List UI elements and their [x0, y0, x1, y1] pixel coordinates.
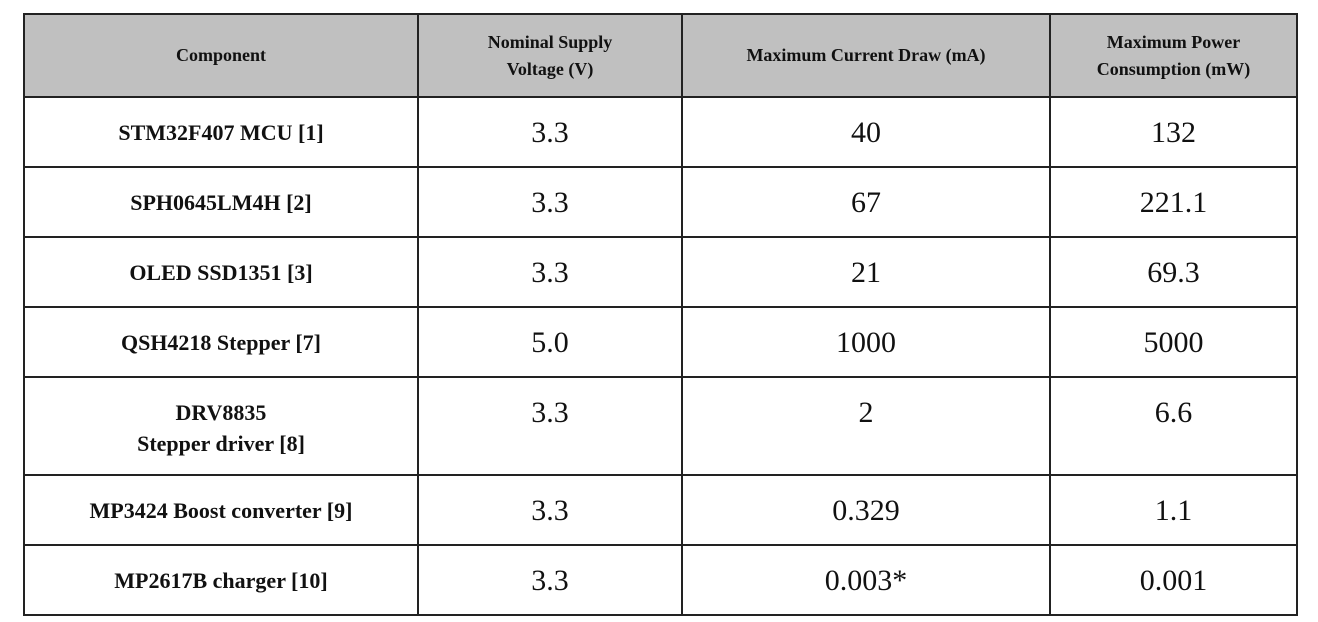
- value-cell: 0.001: [1049, 544, 1298, 616]
- value-cell: 21: [681, 236, 1051, 308]
- header-row: Component Nominal Supply Voltage (V) Maxim…: [23, 13, 1298, 98]
- header-cell: Component: [23, 13, 419, 98]
- component-cell: MP3424 Boost converter [9]: [23, 474, 419, 546]
- value-cell: 69.3: [1049, 236, 1298, 308]
- component-cell: SPH0645LM4H [2]: [23, 166, 419, 238]
- value-cell: 2: [681, 376, 1051, 476]
- value-cell: 5000: [1049, 306, 1298, 378]
- table-body: STM32F407 MCU [1] 3.3 40 132 SPH0645LM4H [2]…: [23, 96, 1298, 616]
- value-cell: 1000: [681, 306, 1051, 378]
- component-cell: QSH4218 Stepper [7]: [23, 306, 419, 378]
- table-row: MP2617B charger [10] 3.3 0.003* 0.001: [23, 544, 1298, 616]
- power-table: Component Nominal Supply Voltage (V) Maxim…: [23, 13, 1298, 616]
- value-cell: 0.329: [681, 474, 1051, 546]
- component-cell: DRV8835 Stepper driver [8]: [23, 376, 419, 476]
- table-row: SPH0645LM4H [2] 3.3 67 221.1: [23, 166, 1298, 238]
- component-cell: STM32F407 MCU [1]: [23, 96, 419, 168]
- component-cell: MP2617B charger [10]: [23, 544, 419, 616]
- value-cell: 5.0: [417, 306, 683, 378]
- table-row: QSH4218 Stepper [7] 5.0 1000 5000: [23, 306, 1298, 378]
- header-cell: Nominal Supply Voltage (V): [417, 13, 683, 98]
- value-cell: 3.3: [417, 166, 683, 238]
- table-row: DRV8835 Stepper driver [8] 3.3 2 6.6: [23, 376, 1298, 476]
- header-cell: Maximum Current Draw (mA): [681, 13, 1051, 98]
- value-cell: 67: [681, 166, 1051, 238]
- value-cell: 3.3: [417, 376, 683, 476]
- table-row: STM32F407 MCU [1] 3.3 40 132: [23, 96, 1298, 168]
- component-cell: OLED SSD1351 [3]: [23, 236, 419, 308]
- value-cell: 1.1: [1049, 474, 1298, 546]
- value-cell: 3.3: [417, 474, 683, 546]
- value-cell: 0.003*: [681, 544, 1051, 616]
- value-cell: 221.1: [1049, 166, 1298, 238]
- value-cell: 6.6: [1049, 376, 1298, 476]
- value-cell: 3.3: [417, 236, 683, 308]
- value-cell: 3.3: [417, 96, 683, 168]
- table-row: OLED SSD1351 [3] 3.3 21 69.3: [23, 236, 1298, 308]
- header-cell: Maximum Power Consumption (mW): [1049, 13, 1298, 98]
- value-cell: 40: [681, 96, 1051, 168]
- value-cell: 132: [1049, 96, 1298, 168]
- value-cell: 3.3: [417, 544, 683, 616]
- table-row: MP3424 Boost converter [9] 3.3 0.329 1.1: [23, 474, 1298, 546]
